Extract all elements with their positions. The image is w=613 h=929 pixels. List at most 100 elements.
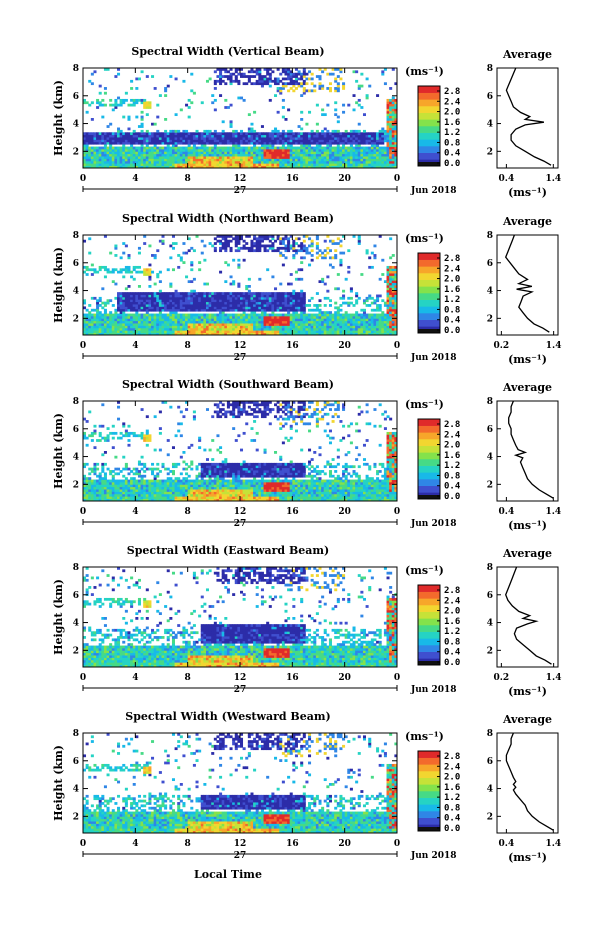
- heatmap-cell: [287, 304, 291, 307]
- heatmap-cell: [315, 151, 319, 155]
- heatmap-cell: [166, 294, 170, 298]
- heatmap-cell: [242, 258, 246, 262]
- heatmap-cell: [182, 306, 186, 310]
- heatmap-cell: [360, 325, 364, 329]
- heatmap-cell: [156, 148, 160, 152]
- heatmap-cell: [245, 137, 249, 140]
- heatmap-cell: [135, 163, 139, 167]
- heatmap-cell: [355, 318, 359, 322]
- heatmap-cell: [93, 158, 97, 162]
- heatmap-cell: [166, 139, 170, 143]
- heatmap-cell: [111, 163, 115, 167]
- heatmap-cell: [331, 315, 335, 319]
- heatmap-cell: [174, 304, 178, 307]
- heatmap-cell: [289, 320, 293, 324]
- heatmap-cell: [145, 299, 149, 303]
- heatmap-cell: [326, 148, 330, 152]
- heatmap-cell: [321, 332, 325, 336]
- heatmap-cell: [281, 237, 285, 241]
- heatmap-cell: [389, 294, 393, 298]
- heatmap-cell: [323, 148, 327, 152]
- heatmap-cell: [143, 158, 147, 162]
- heatmap-cell: [247, 289, 251, 293]
- heatmap-cell: [253, 75, 257, 78]
- heatmap-cell: [221, 323, 225, 326]
- heatmap-cell: [386, 118, 390, 121]
- heatmap-cell: [266, 165, 270, 169]
- heatmap-cell: [219, 156, 223, 159]
- heatmap-cell: [389, 323, 393, 326]
- heatmap-cell: [279, 137, 283, 140]
- heatmap-cell: [224, 163, 228, 167]
- heatmap-cell: [145, 318, 149, 322]
- heatmap-cell: [164, 306, 168, 310]
- heatmap-cell: [171, 299, 175, 303]
- heatmap-cell: [122, 313, 126, 317]
- heatmap-cell: [117, 327, 121, 331]
- heatmap-cell: [198, 151, 202, 155]
- heatmap-cell: [294, 158, 298, 162]
- heatmap-cell: [362, 332, 366, 336]
- heatmap-cell: [376, 327, 380, 331]
- heatmap-cell: [279, 151, 283, 155]
- heatmap-cell: [279, 299, 283, 303]
- heatmap-cell: [360, 308, 364, 312]
- heatmap-cell: [342, 313, 346, 317]
- heatmap-cell: [224, 68, 228, 71]
- heatmap-cell: [127, 330, 131, 334]
- heatmap-cell: [187, 134, 191, 138]
- heatmap-cell: [310, 137, 314, 140]
- heatmap-cell: [357, 156, 361, 159]
- average-frame: [496, 234, 559, 336]
- heatmap-cell: [260, 77, 264, 81]
- heatmap-cell: [279, 318, 283, 322]
- heatmap-cell: [308, 263, 312, 267]
- heatmap-cell: [250, 146, 254, 150]
- heatmap-cell: [103, 160, 107, 164]
- heatmap-cell: [260, 79, 264, 83]
- heatmap-cell: [135, 153, 139, 157]
- heatmap-cell: [130, 137, 134, 140]
- heatmap-cell: [190, 280, 194, 284]
- heatmap-cell: [355, 301, 359, 305]
- heatmap-cell: [300, 299, 304, 303]
- heatmap-cell: [205, 296, 209, 300]
- heatmap-cell: [308, 110, 312, 114]
- heatmap-cell: [297, 160, 301, 164]
- heatmap-cell: [245, 134, 249, 138]
- heatmap-cell: [365, 163, 369, 167]
- heatmap-cell: [258, 249, 262, 253]
- heatmap-cell: [253, 311, 257, 314]
- heatmap-cell: [289, 304, 293, 307]
- heatmap-cell: [83, 481, 87, 485]
- heatmap-cell: [318, 84, 322, 88]
- heatmap-cell: [85, 484, 89, 488]
- heatmap-cell: [109, 327, 113, 331]
- heatmap-cell: [373, 163, 377, 167]
- heatmap-cell: [200, 332, 204, 336]
- heatmap-cell: [96, 163, 100, 167]
- heatmap-cell: [234, 235, 238, 238]
- heatmap-cell: [182, 79, 186, 83]
- heatmap-cell: [130, 153, 134, 157]
- heatmap-cell: [85, 265, 89, 269]
- heatmap-cell: [200, 156, 204, 159]
- heatmap-cell: [117, 489, 121, 492]
- heatmap-cell: [240, 137, 244, 140]
- heatmap-cell: [331, 141, 335, 145]
- heatmap-cell: [276, 320, 280, 324]
- heatmap-cell: [185, 163, 189, 167]
- heatmap-cell: [389, 103, 393, 107]
- heatmap-cell: [185, 148, 189, 152]
- heatmap-cell: [344, 311, 348, 314]
- heatmap-cell: [352, 108, 356, 112]
- heatmap-cell: [268, 156, 272, 159]
- heatmap-cell: [229, 158, 233, 162]
- heatmap-cell: [164, 160, 168, 164]
- heatmap-cell: [137, 301, 141, 305]
- heatmap-cell: [203, 332, 207, 336]
- heatmap-cell: [365, 251, 369, 255]
- heatmap-cell: [331, 330, 335, 334]
- heatmap-cell: [389, 304, 393, 307]
- heatmap-cell: [185, 156, 189, 159]
